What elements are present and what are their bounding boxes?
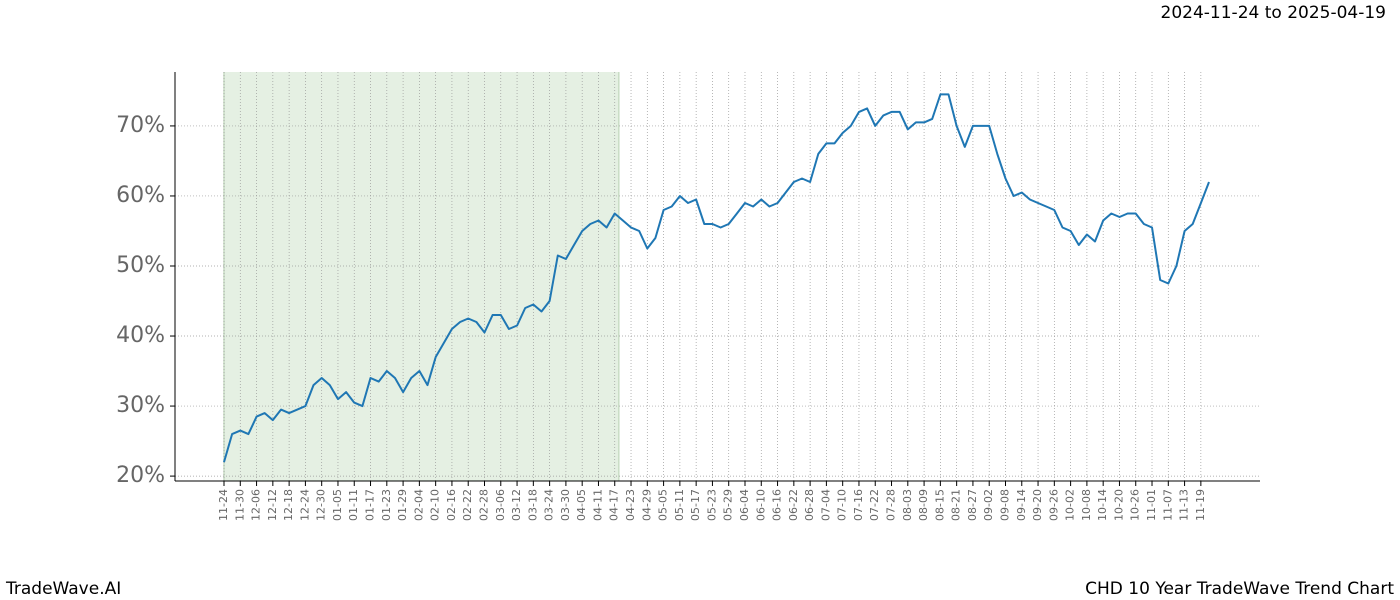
x-tick-label: 10-20 (1112, 489, 1125, 521)
x-tick-label: 07-10 (836, 489, 849, 521)
x-tick-label: 03-30 (559, 489, 572, 521)
x-tick-label: 05-11 (673, 489, 686, 521)
x-tick-label: 12-12 (266, 489, 279, 521)
footer-left: TradeWave.AI (5, 579, 121, 599)
x-tick-label: 05-29 (722, 489, 735, 521)
x-tick-label: 08-21 (950, 489, 963, 521)
x-tick-label: 10-08 (1080, 489, 1093, 521)
x-tick-label: 06-04 (738, 489, 751, 521)
x-tick-label: 04-29 (640, 489, 653, 521)
x-tick-label: 07-22 (868, 489, 881, 521)
highlight-band (224, 72, 619, 481)
y-tick-label: 50% (116, 253, 165, 278)
x-tick-label: 12-06 (250, 489, 263, 521)
x-tick-label: 12-24 (298, 489, 311, 521)
x-tick-label: 09-02 (982, 489, 995, 521)
x-tick-label: 04-23 (624, 489, 637, 521)
footer-right: CHD 10 Year TradeWave Trend Chart (1085, 579, 1394, 599)
x-tick-label: 01-17 (364, 489, 377, 521)
x-tick-label: 03-12 (510, 489, 523, 521)
x-tick-label: 06-22 (787, 489, 800, 521)
y-tick-label: 30% (116, 393, 165, 418)
x-tick-label: 02-16 (445, 489, 458, 521)
x-tick-label: 11-07 (1161, 489, 1174, 521)
x-tick-label: 03-18 (526, 489, 539, 521)
x-tick-label: 12-18 (282, 489, 295, 521)
x-tick-label: 03-06 (494, 489, 507, 521)
y-tick-label: 70% (116, 113, 165, 138)
x-tick-label: 11-30 (233, 489, 246, 521)
x-tick-label: 07-16 (852, 489, 865, 521)
y-tick-label: 60% (116, 183, 165, 208)
x-tick-label: 05-23 (705, 489, 718, 521)
x-tick-label: 09-08 (998, 489, 1011, 521)
x-tick-label: 01-11 (347, 489, 360, 521)
x-tick-label: 11-01 (1145, 489, 1158, 521)
x-tick-label: 08-09 (917, 489, 930, 521)
x-tick-label: 11-13 (1178, 489, 1191, 521)
x-tick-label: 02-22 (461, 489, 474, 521)
x-tick-label: 02-04 (412, 489, 425, 521)
x-tick-label: 10-26 (1129, 489, 1142, 521)
x-tick-label: 06-16 (771, 489, 784, 521)
x-tick-label: 10-02 (1064, 489, 1077, 521)
x-tick-label: 02-10 (429, 489, 442, 521)
chart-subtitle: 2024-11-24 to 2025-04-19 (1161, 3, 1386, 23)
x-tick-label: 09-14 (1015, 489, 1028, 521)
x-tick-label: 04-11 (591, 489, 604, 521)
x-tick-label: 11-24 (217, 489, 230, 521)
x-tick-label: 01-23 (380, 489, 393, 521)
x-tick-label: 01-29 (396, 489, 409, 521)
y-tick-label: 20% (116, 463, 165, 488)
x-tick-label: 06-28 (803, 489, 816, 521)
x-tick-label: 12-30 (315, 489, 328, 521)
x-tick-label: 07-28 (885, 489, 898, 521)
x-tick-label: 08-03 (901, 489, 914, 521)
x-tick-label: 05-05 (657, 489, 670, 521)
x-tick-label: 08-15 (933, 489, 946, 521)
x-tick-label: 11-19 (1194, 489, 1207, 521)
x-tick-label: 04-17 (608, 489, 621, 521)
x-tick-label: 06-10 (754, 489, 767, 521)
x-tick-label: 03-24 (543, 489, 556, 521)
y-tick-label: 40% (116, 323, 165, 348)
x-tick-label: 09-26 (1047, 489, 1060, 521)
x-tick-label: 01-05 (331, 489, 344, 521)
x-tick-label: 02-28 (477, 489, 490, 521)
x-tick-label: 07-04 (819, 489, 832, 521)
x-tick-label: 05-17 (689, 489, 702, 521)
trend-line (223, 93, 1210, 463)
x-tick-label: 04-05 (575, 489, 588, 521)
x-tick-label: 10-14 (1096, 489, 1109, 521)
x-tick-label: 08-27 (966, 489, 979, 521)
x-tick-label: 09-20 (1031, 489, 1044, 521)
